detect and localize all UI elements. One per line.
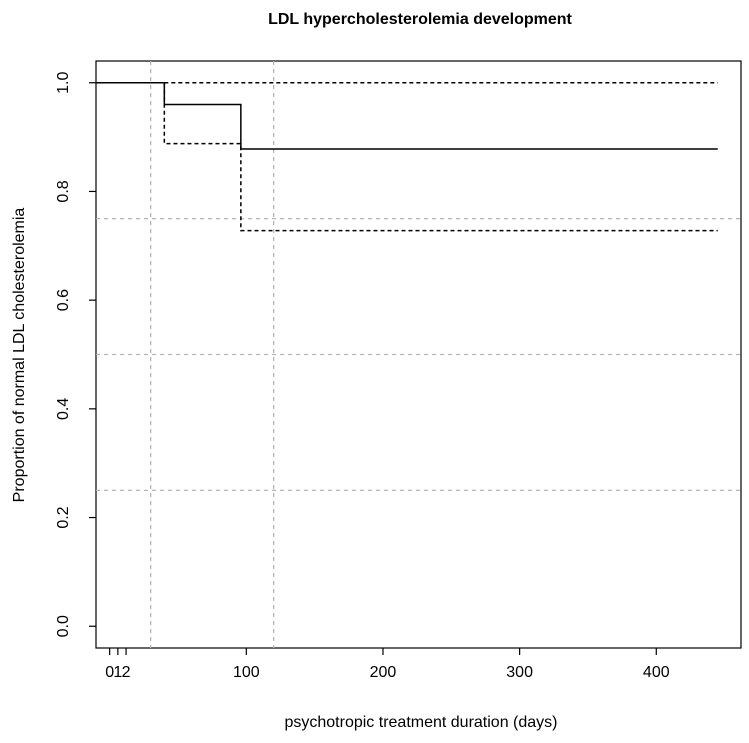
series-line-0: [96, 81, 718, 150]
x-tick-label-1: 1: [113, 664, 122, 681]
y-ticks: 0.0 0.2 0.4 0.6 0.8 1.0: [55, 72, 96, 637]
x-tick-label-0: 0: [105, 664, 114, 681]
x-tick-label-5: 300: [506, 664, 533, 681]
y-axis-title: Proportion of normal LDL cholesterolemia: [11, 208, 28, 503]
y-tick-label-4: 0.8: [55, 180, 72, 202]
series-group: [96, 81, 718, 232]
y-tick-label-2: 0.4: [55, 398, 72, 420]
x-tick-label-2: 2: [122, 664, 131, 681]
grid-lines: [96, 61, 741, 648]
x-tick-label-3: 100: [233, 664, 260, 681]
y-tick-label-0: 0.0: [55, 615, 72, 637]
y-tick-label-1: 0.2: [55, 506, 72, 528]
x-axis-title: psychotropic treatment duration (days): [284, 714, 557, 731]
y-tick-label-5: 1.0: [55, 72, 72, 94]
series-line-2: [163, 82, 718, 232]
x-tick-label-4: 200: [370, 664, 397, 681]
chart-title: LDL hypercholesterolemia development: [268, 11, 572, 28]
x-tick-label-6: 400: [643, 664, 670, 681]
x-ticks: 0 1 2 100 200 300 400: [105, 648, 670, 681]
y-tick-label-3: 0.6: [55, 289, 72, 311]
